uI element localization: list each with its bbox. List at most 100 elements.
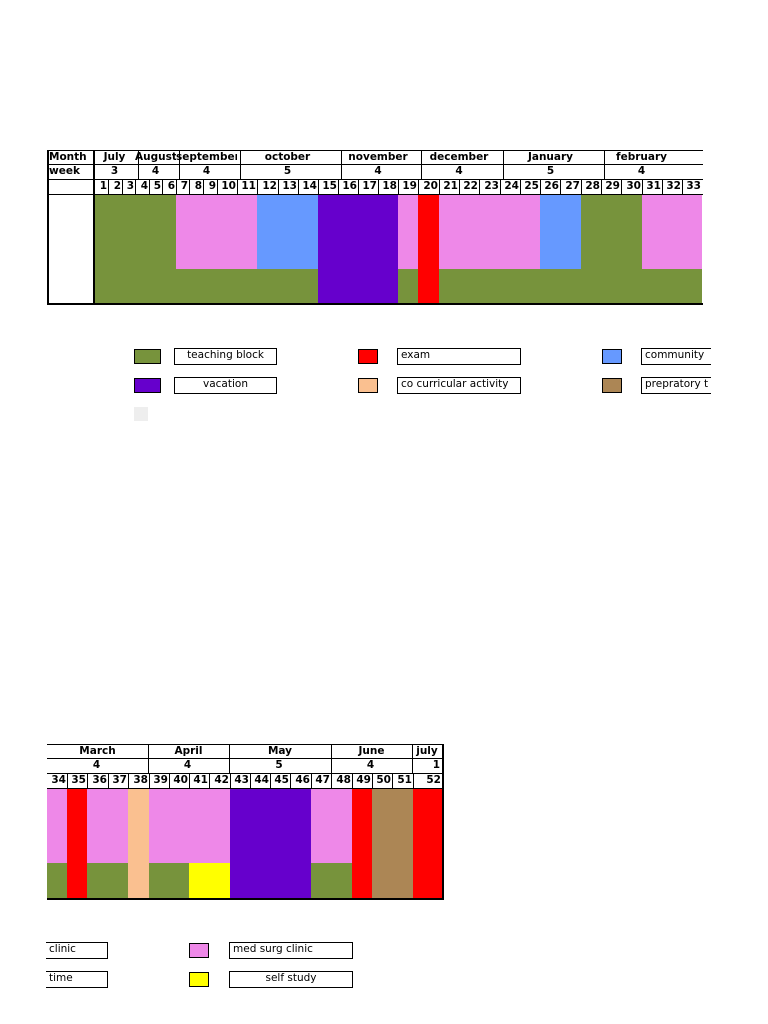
month-divider [604, 150, 605, 180]
label-column-border [93, 150, 95, 305]
grid-line [47, 179, 703, 180]
week-number: 19 [402, 180, 417, 192]
week-divider [392, 773, 393, 788]
week-divider [398, 179, 399, 194]
week-divider [413, 773, 414, 788]
week-count: 4 [92, 759, 101, 771]
week-count: 4 [151, 165, 160, 177]
week-number: 9 [208, 180, 216, 192]
week-number: 6 [167, 180, 175, 192]
week-number: 48 [336, 774, 351, 786]
month-divider [412, 744, 413, 774]
week-divider [358, 179, 359, 194]
table-right-border [442, 744, 444, 900]
week-divider [128, 773, 129, 788]
week-divider [108, 773, 109, 788]
week-divider [338, 179, 339, 194]
week-number: 33 [686, 180, 701, 192]
med-surg-clinic-bar [439, 194, 540, 269]
month-label: June [358, 745, 385, 757]
month-divider [421, 150, 422, 180]
week-divider [560, 179, 561, 194]
community-bar [257, 194, 318, 269]
week-divider [621, 179, 622, 194]
month-divider [138, 150, 139, 180]
week-divider [203, 179, 204, 194]
exam-bar [67, 788, 87, 898]
week-number: 50 [376, 774, 391, 786]
grid-line [47, 303, 703, 305]
month-label: november [348, 151, 408, 163]
week-divider [149, 179, 150, 194]
week-number: 12 [262, 180, 277, 192]
month-label: July [103, 151, 126, 163]
week-number: 47 [315, 774, 330, 786]
teaching-block-bar [47, 863, 67, 898]
grid-line [47, 744, 443, 745]
week-divider [290, 773, 291, 788]
week-count: 1 [432, 759, 440, 771]
week-divider [682, 179, 683, 194]
exam-swatch [358, 349, 378, 364]
week-divider [217, 179, 218, 194]
week-count: 5 [283, 165, 292, 177]
week-number: 21 [443, 180, 458, 192]
vacation-bar [318, 194, 398, 303]
month-label: January [527, 151, 574, 163]
week-divider [352, 773, 353, 788]
week-divider [189, 179, 190, 194]
month-label: september [176, 151, 237, 163]
grid-line [47, 150, 703, 151]
week-divider [418, 179, 419, 194]
week-divider [169, 773, 170, 788]
vacation-swatch [134, 378, 161, 393]
month-divider [229, 744, 230, 774]
month-label: August [135, 151, 176, 163]
community-swatch [602, 349, 622, 364]
grid-line [47, 758, 443, 759]
week-number: 2 [113, 180, 121, 192]
week-number: 35 [71, 774, 86, 786]
week-divider [378, 179, 379, 194]
week-number: 13 [282, 180, 297, 192]
week-number: 44 [254, 774, 269, 786]
week-divider [662, 179, 663, 194]
week-number: 5 [153, 180, 161, 192]
month-label: April [174, 745, 203, 757]
month-label: february [616, 151, 667, 163]
week-divider [230, 773, 231, 788]
week-divider [311, 773, 312, 788]
week-number: 18 [382, 180, 397, 192]
week-number: 26 [544, 180, 559, 192]
week-divider [372, 773, 373, 788]
week-divider [135, 179, 136, 194]
week-divider [189, 773, 190, 788]
week-number: 52 [426, 774, 441, 786]
week-divider [520, 179, 521, 194]
grid-line [47, 898, 443, 900]
clinic-tail-label: clinic [46, 942, 108, 959]
med-surg-clinic-swatch [189, 943, 209, 958]
med-surg-clinic-bar [398, 194, 418, 269]
week-number: 39 [153, 774, 168, 786]
week-number: 3 [126, 180, 134, 192]
month-label: december [429, 151, 489, 163]
vacation-bar [230, 788, 311, 898]
month-label: March [79, 745, 116, 757]
week-count: 4 [374, 165, 382, 177]
grid-line [47, 773, 443, 774]
month-divider [240, 150, 241, 180]
exam-bar [418, 194, 439, 303]
week-divider [270, 773, 271, 788]
week-divider [298, 179, 299, 194]
grid-line [47, 164, 703, 165]
month-divider [179, 150, 180, 180]
week-number: 15 [322, 180, 337, 192]
time-tail-label: time [46, 971, 108, 988]
week-number: 24 [504, 180, 519, 192]
week-number: 28 [585, 180, 600, 192]
week-number: 42 [214, 774, 229, 786]
week-divider [108, 179, 109, 194]
exam-bar [352, 788, 372, 898]
week-number: 17 [362, 180, 377, 192]
